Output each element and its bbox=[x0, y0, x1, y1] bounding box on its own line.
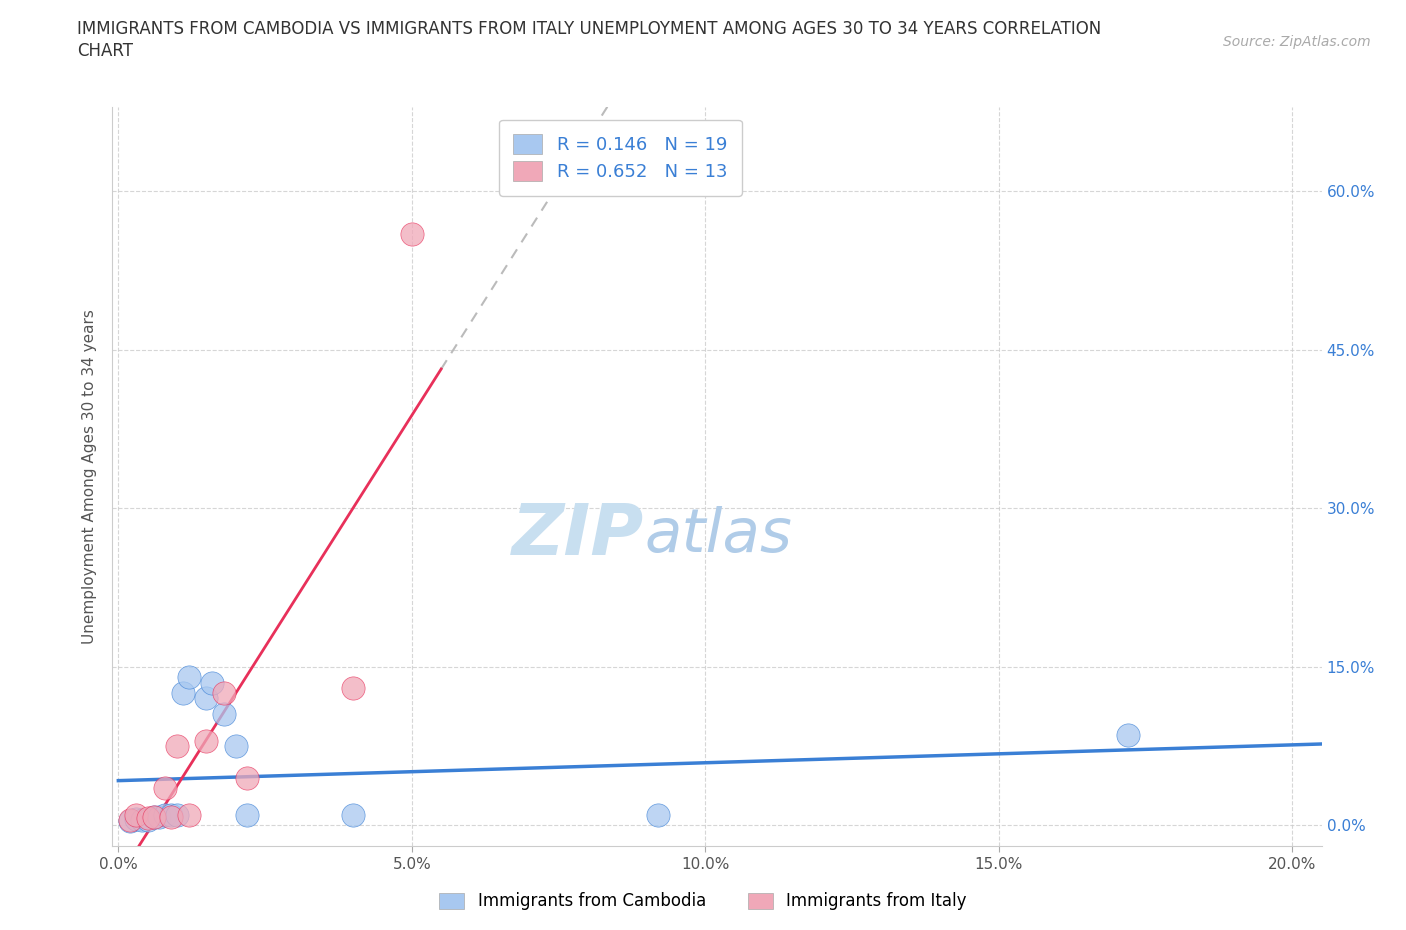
Point bbox=[236, 770, 259, 785]
Text: Source: ZipAtlas.com: Source: ZipAtlas.com bbox=[1223, 35, 1371, 49]
Text: atlas: atlas bbox=[644, 506, 793, 565]
Point bbox=[195, 733, 218, 748]
Point bbox=[401, 226, 423, 241]
Text: CHART: CHART bbox=[77, 42, 134, 60]
Point bbox=[142, 809, 165, 824]
Point bbox=[212, 685, 235, 700]
Point bbox=[125, 807, 148, 822]
Point bbox=[225, 738, 247, 753]
Point bbox=[201, 675, 224, 690]
Point bbox=[120, 814, 142, 829]
Point bbox=[136, 813, 159, 828]
Point bbox=[166, 807, 188, 822]
Point bbox=[342, 681, 364, 696]
Legend: R = 0.146   N = 19, R = 0.652   N = 13: R = 0.146 N = 19, R = 0.652 N = 13 bbox=[499, 120, 742, 195]
Point bbox=[142, 809, 165, 824]
Point bbox=[212, 707, 235, 722]
Point bbox=[160, 809, 183, 824]
Point bbox=[125, 811, 148, 826]
Point bbox=[160, 807, 183, 822]
Point bbox=[647, 807, 669, 822]
Y-axis label: Unemployment Among Ages 30 to 34 years: Unemployment Among Ages 30 to 34 years bbox=[82, 309, 97, 644]
Point bbox=[166, 738, 188, 753]
Point bbox=[177, 807, 200, 822]
Point bbox=[155, 807, 177, 822]
Point bbox=[172, 685, 194, 700]
Point bbox=[177, 670, 200, 684]
Point bbox=[131, 813, 153, 828]
Point bbox=[136, 810, 159, 825]
Point bbox=[120, 813, 142, 828]
Point bbox=[155, 781, 177, 796]
Point bbox=[236, 807, 259, 822]
Legend: Immigrants from Cambodia, Immigrants from Italy: Immigrants from Cambodia, Immigrants fro… bbox=[433, 885, 973, 917]
Point bbox=[148, 809, 170, 824]
Point bbox=[342, 807, 364, 822]
Text: IMMIGRANTS FROM CAMBODIA VS IMMIGRANTS FROM ITALY UNEMPLOYMENT AMONG AGES 30 TO : IMMIGRANTS FROM CAMBODIA VS IMMIGRANTS F… bbox=[77, 20, 1101, 38]
Point bbox=[1116, 728, 1139, 743]
Point bbox=[195, 691, 218, 706]
Text: ZIP: ZIP bbox=[512, 501, 644, 570]
